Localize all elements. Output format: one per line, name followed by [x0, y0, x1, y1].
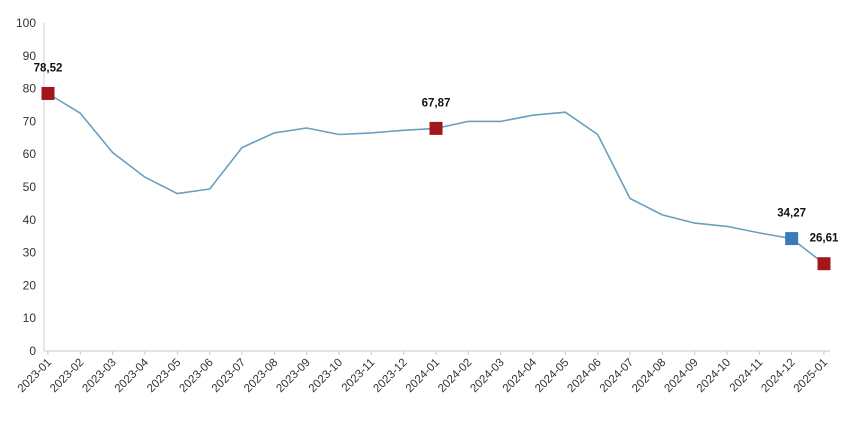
x-tick-label: 2023-05	[145, 357, 183, 395]
y-tick-label: 90	[23, 49, 37, 63]
y-tick-label: 80	[23, 82, 37, 96]
y-tick-label: 60	[23, 147, 37, 161]
x-tick-label: 2023-12	[371, 357, 409, 395]
data-label: 78,52	[34, 62, 63, 74]
y-tick-label: 70	[23, 114, 37, 128]
x-tick-label: 2024-04	[501, 356, 540, 395]
series-line	[47, 92, 825, 265]
data-label: 67,87	[422, 97, 451, 109]
x-tick-label: 2023-03	[80, 357, 118, 395]
y-tick-label: 10	[23, 311, 37, 325]
x-tick-label: 2024-03	[468, 357, 506, 395]
x-tick-label: 2023-10	[307, 357, 345, 395]
y-tick-label: 50	[23, 180, 37, 194]
y-tick-label: 20	[23, 278, 37, 292]
x-tick-label: 2025-01	[792, 357, 830, 395]
y-tick-label: 30	[23, 246, 37, 260]
x-tick-label: 2024-02	[436, 357, 474, 395]
x-tick-label: 2023-09	[274, 357, 312, 395]
x-tick-label: 2024-09	[662, 357, 700, 395]
highlight-marker	[785, 232, 799, 246]
x-tick-label: 2023-01	[16, 357, 54, 395]
highlight-marker	[41, 86, 55, 100]
x-tick-label: 2024-08	[630, 357, 668, 395]
x-tick-label: 2023-06	[177, 357, 215, 395]
x-tick-label: 2023-08	[242, 357, 280, 395]
y-tick-label: 0	[29, 344, 36, 358]
highlight-marker	[817, 257, 831, 271]
x-tick-label: 2024-05	[533, 357, 571, 395]
x-tick-label: 2024-01	[404, 357, 442, 395]
x-tick-label: 2024-11	[728, 357, 766, 395]
x-axis-ticks: 2023-012023-022023-032023-042023-052023-…	[16, 351, 830, 395]
x-tick-label: 2023-07	[210, 357, 248, 395]
data-label: 34,27	[777, 208, 806, 220]
x-tick-label: 2023-11	[340, 357, 378, 395]
x-tick-label: 2024-10	[695, 357, 733, 395]
y-tick-label: 40	[23, 213, 37, 227]
data-label: 26,61	[810, 233, 839, 245]
data-labels-group: 78,52 67,87 34,27 26,61	[34, 62, 839, 244]
highlight-marker	[429, 121, 443, 135]
y-tick-label: 100	[16, 16, 36, 30]
series-group	[47, 92, 825, 265]
x-tick-label: 2024-07	[598, 357, 636, 395]
x-tick-label: 2023-04	[113, 356, 152, 395]
markers-group	[41, 86, 831, 271]
x-tick-label: 2024-06	[565, 357, 603, 395]
x-tick-label: 2024-12	[759, 357, 797, 395]
y-axis-ticks: 0 10 20 30 40 50 60 70 80 90 100	[16, 16, 36, 358]
x-tick-label: 2023-02	[48, 357, 86, 395]
